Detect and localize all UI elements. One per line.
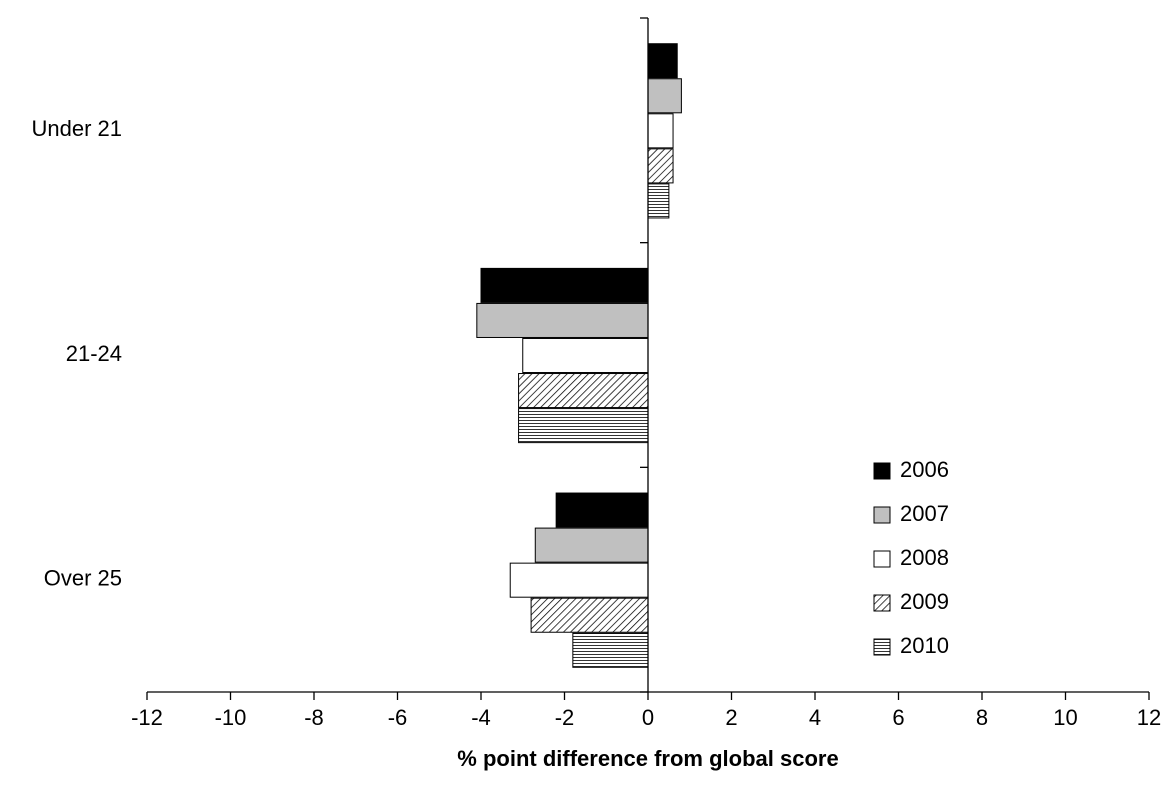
- x-tick-label: 2: [725, 705, 737, 730]
- x-tick-label: 0: [642, 705, 654, 730]
- bar: [647, 148, 674, 184]
- bar: [534, 527, 649, 563]
- x-tick-label: 12: [1137, 705, 1161, 730]
- x-tick-label: -2: [555, 705, 575, 730]
- bar: [647, 78, 682, 114]
- bar: [530, 597, 649, 633]
- x-tick-label: -4: [471, 705, 491, 730]
- x-tick-label: 6: [892, 705, 904, 730]
- legend-swatch: [873, 506, 891, 524]
- x-tick-label: -6: [388, 705, 408, 730]
- bar: [518, 373, 649, 409]
- bar: [476, 302, 649, 338]
- y-tick-label: 21-24: [66, 341, 122, 366]
- y-tick-label: Under 21: [31, 116, 122, 141]
- x-tick-label: -10: [215, 705, 247, 730]
- x-axis-title: % point difference from global score: [457, 746, 838, 771]
- x-tick-label: -12: [131, 705, 163, 730]
- bar: [518, 408, 649, 444]
- bar: [647, 113, 674, 149]
- legend-label: 2009: [900, 589, 949, 614]
- bar: [647, 183, 670, 219]
- x-tick-label: 4: [809, 705, 821, 730]
- bar: [480, 267, 649, 303]
- legend-swatch: [873, 594, 891, 612]
- bar: [522, 337, 649, 374]
- legend-label: 2008: [900, 545, 949, 570]
- bar: [509, 562, 649, 598]
- y-tick-label: Over 25: [44, 565, 122, 590]
- legend-label: 2007: [900, 501, 949, 526]
- legend-swatch: [873, 550, 891, 568]
- x-tick-label: 8: [976, 705, 988, 730]
- x-tick-label: 10: [1053, 705, 1077, 730]
- legend-label: 2006: [900, 457, 949, 482]
- bar: [572, 632, 649, 668]
- legend-label: 2010: [900, 633, 949, 658]
- bar: [647, 43, 678, 79]
- bar: [555, 492, 649, 528]
- legend-swatch: [873, 638, 891, 656]
- x-tick-label: -8: [304, 705, 324, 730]
- legend-swatch: [873, 462, 891, 480]
